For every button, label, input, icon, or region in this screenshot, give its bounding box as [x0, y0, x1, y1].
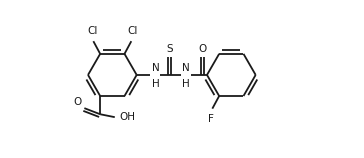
- Text: H: H: [182, 79, 190, 89]
- Text: S: S: [166, 43, 173, 54]
- Text: H: H: [151, 79, 159, 89]
- Text: F: F: [209, 114, 214, 124]
- Text: N: N: [182, 63, 190, 73]
- Text: N: N: [151, 63, 159, 73]
- Text: O: O: [73, 97, 82, 107]
- Text: O: O: [198, 43, 206, 54]
- Text: Cl: Cl: [87, 26, 97, 36]
- Text: Cl: Cl: [127, 26, 138, 36]
- Text: OH: OH: [119, 112, 135, 122]
